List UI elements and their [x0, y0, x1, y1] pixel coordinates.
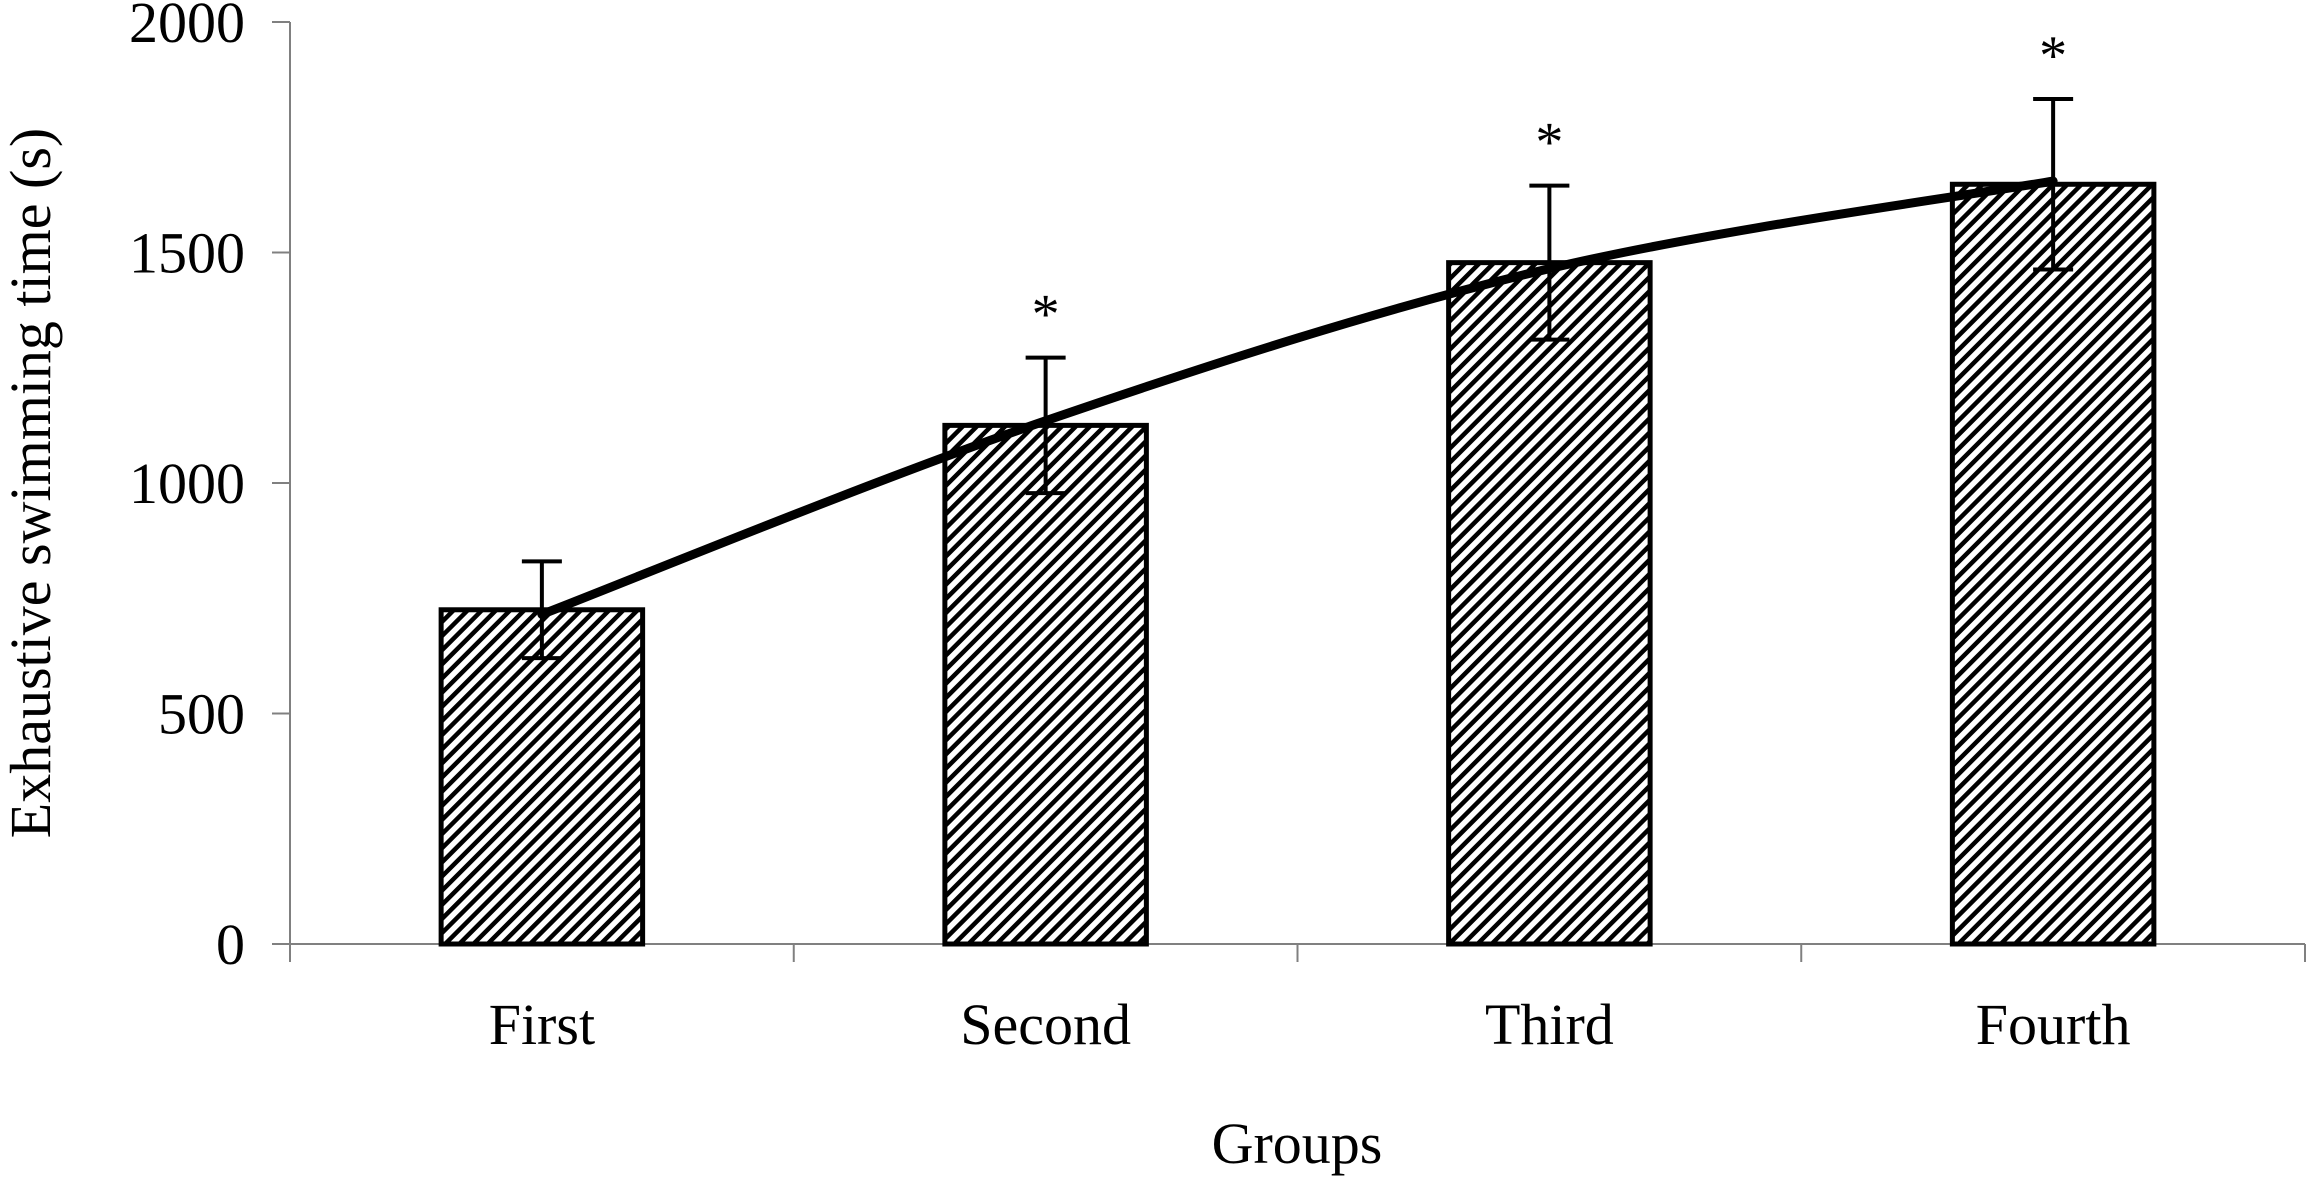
y-tick-label: 1500 [129, 221, 245, 286]
significance-marker: * [2039, 25, 2067, 87]
y-tick-label: 500 [158, 682, 245, 747]
y-tick-label: 1000 [129, 451, 245, 516]
bar-first [438, 607, 646, 947]
significance-marker: * [1032, 284, 1060, 346]
category-label-second: Second [960, 992, 1131, 1057]
y-tick-label: 2000 [129, 0, 245, 55]
x-axis-title: Groups [1212, 1111, 1383, 1176]
category-label-first: First [489, 992, 595, 1057]
trend-curve [537, 176, 2058, 619]
bar-third [1446, 260, 1653, 947]
category-label-third: Third [1485, 992, 1614, 1057]
labels: Exhaustive swimming time (s) Groups 0 500… [0, 0, 2130, 1176]
trend-line [537, 176, 2058, 619]
bar-second [942, 422, 1149, 947]
significance-marker: * [1535, 112, 1563, 174]
bar-fourth [1949, 181, 2157, 947]
y-axis-title: Exhaustive swimming time (s) [0, 128, 63, 838]
bars [438, 181, 2157, 947]
category-label-fourth: Fourth [1976, 992, 2131, 1057]
error-bars [521, 96, 2074, 661]
y-tick-label: 0 [216, 912, 245, 977]
